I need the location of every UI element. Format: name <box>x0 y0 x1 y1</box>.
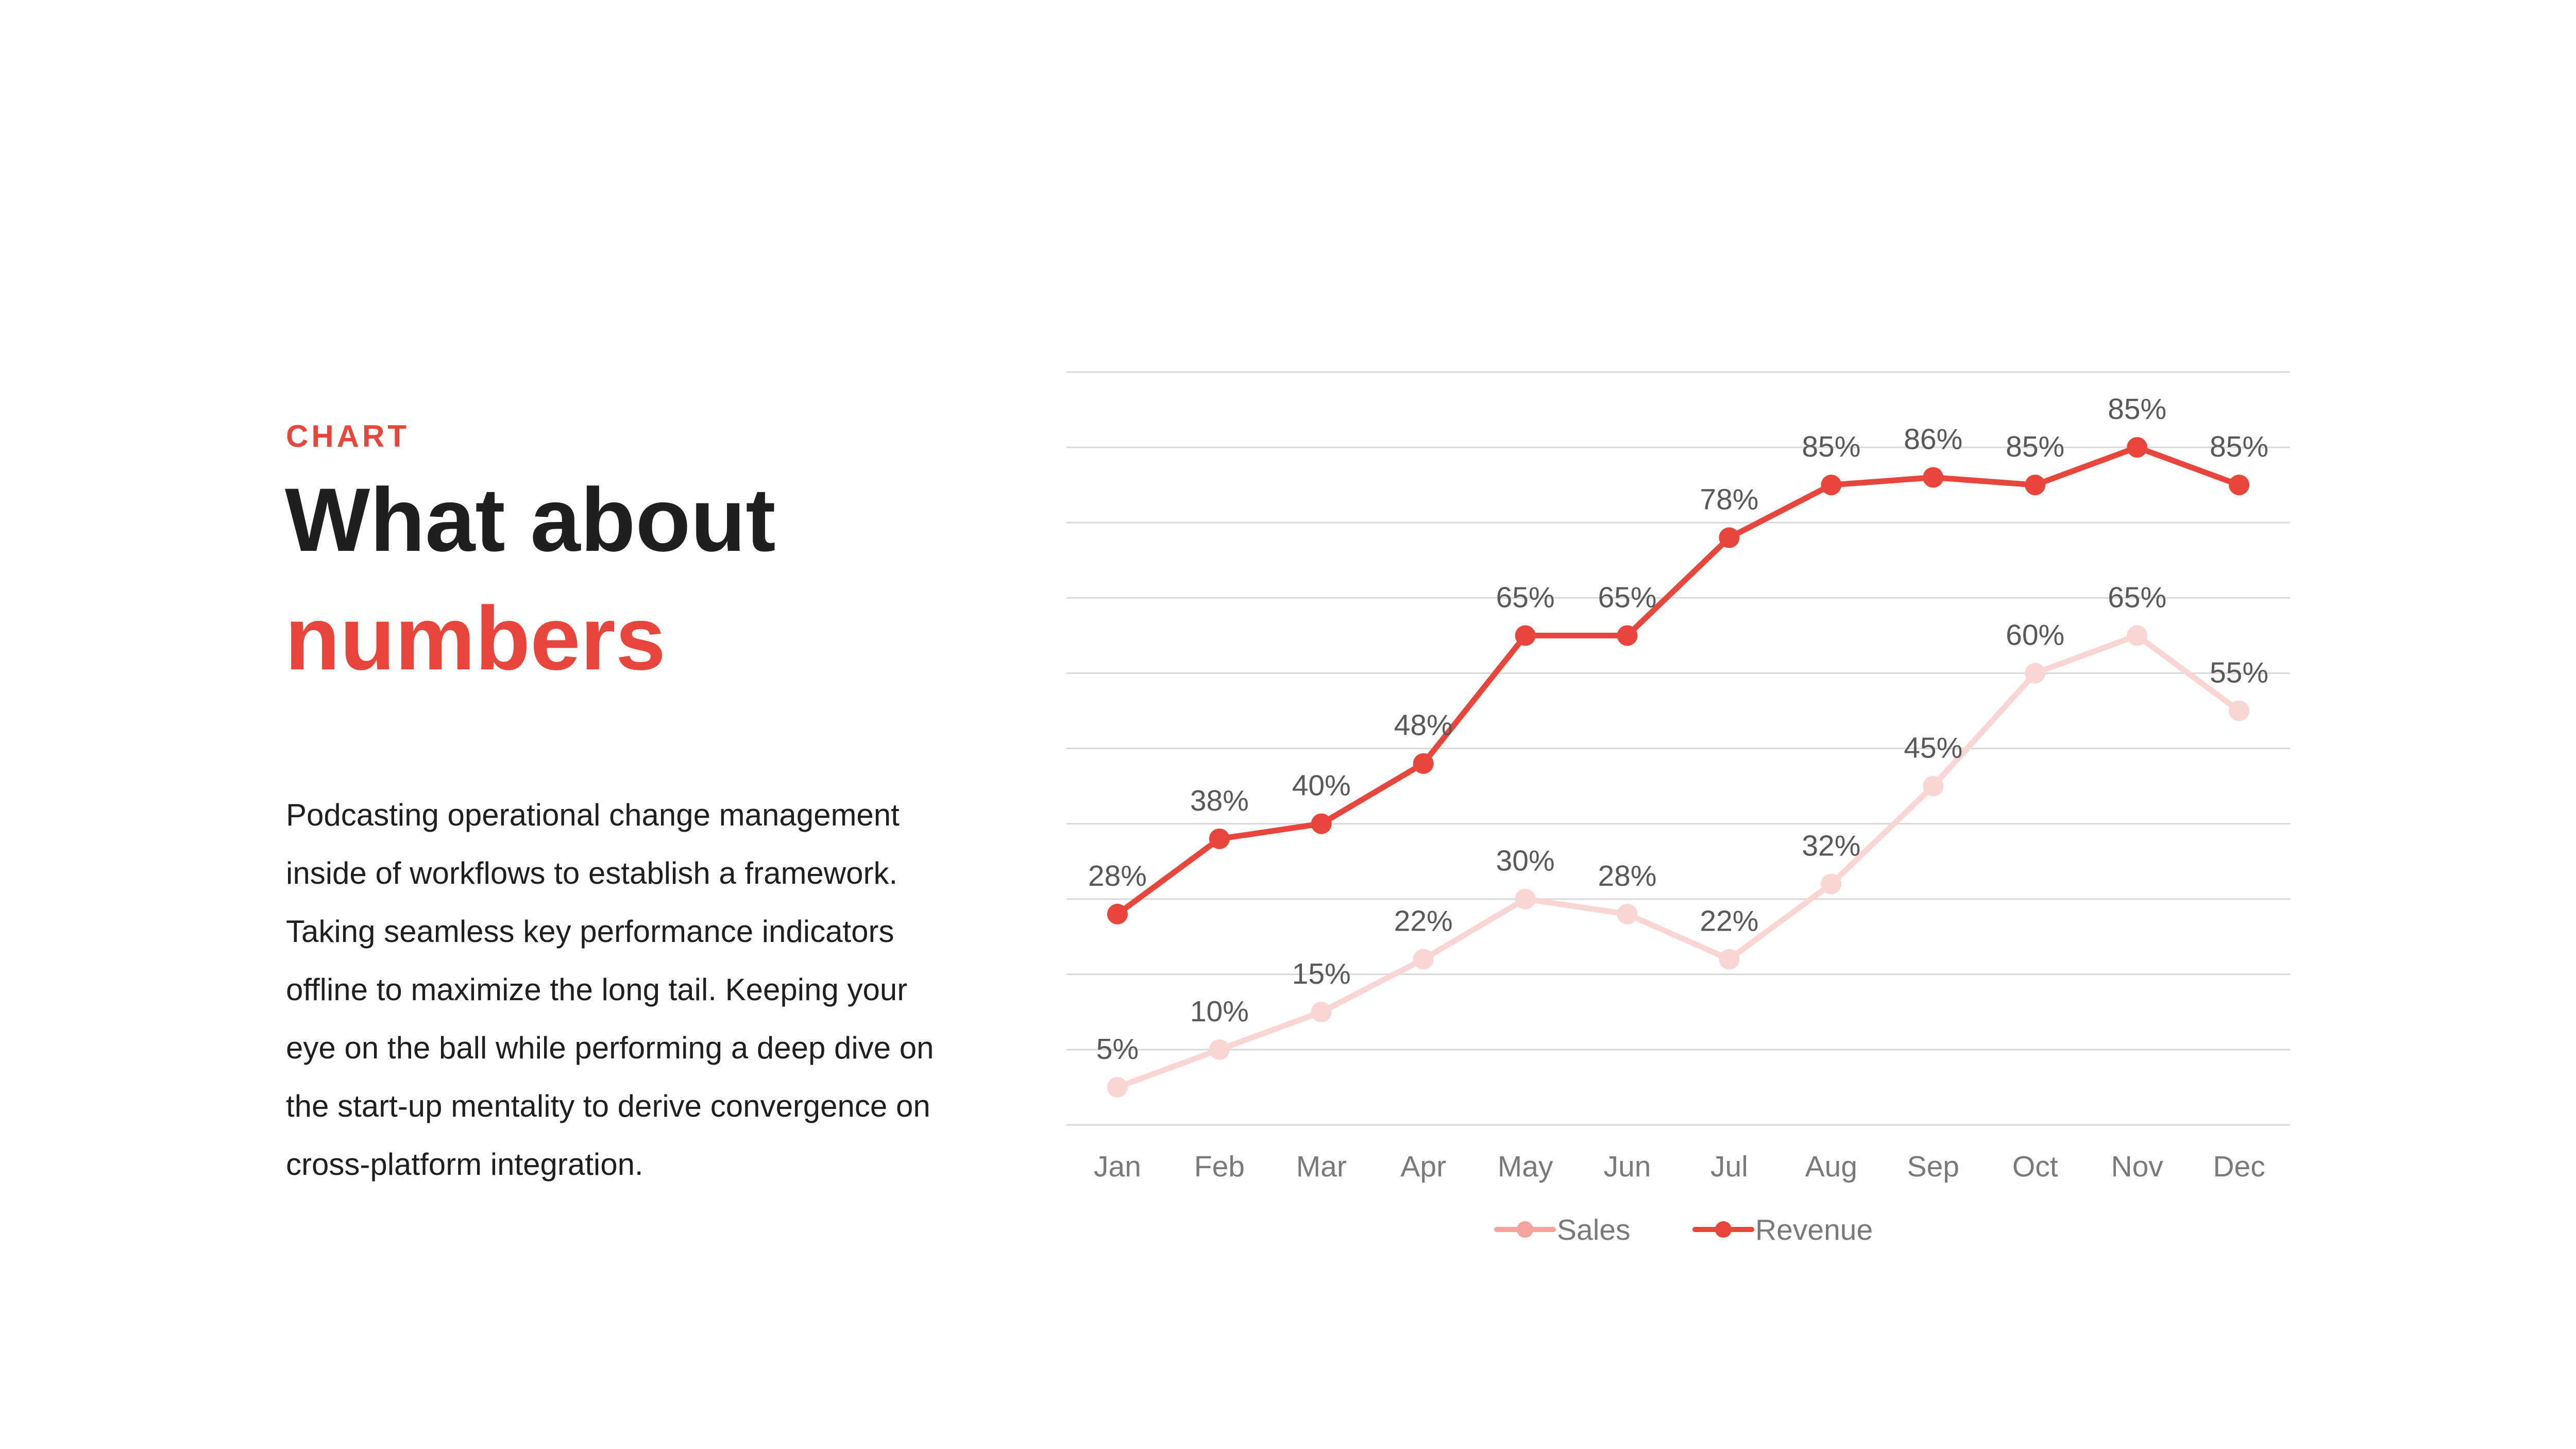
data-label-sales: 65% <box>2108 581 2166 614</box>
data-label-revenue: 38% <box>1190 784 1249 817</box>
data-point-revenue <box>1413 753 1434 774</box>
data-point-sales <box>1209 1039 1230 1060</box>
data-point-revenue <box>1209 828 1230 849</box>
x-tick-label: Sep <box>1907 1150 1959 1183</box>
data-point-revenue <box>1617 625 1638 646</box>
data-label-revenue: 78% <box>1700 483 1758 516</box>
legend-label-sales: Sales <box>1557 1214 1631 1246</box>
data-point-revenue <box>2127 437 2148 458</box>
x-tick-label: Jan <box>1094 1150 1141 1183</box>
data-point-sales <box>1311 1001 1332 1022</box>
x-tick-label: Jul <box>1710 1150 1748 1183</box>
x-tick-label: Apr <box>1400 1150 1446 1183</box>
data-point-revenue <box>1107 903 1128 924</box>
x-tick-label: Feb <box>1194 1150 1245 1183</box>
legend-label-revenue: Revenue <box>1755 1214 1873 1246</box>
data-point-revenue <box>1923 467 1944 488</box>
data-point-revenue <box>1719 527 1740 548</box>
data-point-sales <box>1413 949 1434 970</box>
data-label-revenue: 28% <box>1088 860 1147 892</box>
data-label-revenue: 65% <box>1496 581 1555 614</box>
data-point-sales <box>1515 888 1536 909</box>
data-label-sales: 22% <box>1394 905 1453 938</box>
data-label-revenue: 85% <box>2006 430 2064 463</box>
title-line-1: What about <box>285 470 776 570</box>
legend-marker-sales <box>1517 1221 1533 1238</box>
data-point-revenue <box>1821 475 1842 496</box>
chart-eyebrow: CHART <box>286 419 410 453</box>
title-line-2: numbers <box>285 588 666 689</box>
data-label-revenue: 48% <box>1394 709 1453 742</box>
data-label-revenue: 40% <box>1292 769 1351 802</box>
x-tick-label: Oct <box>2012 1150 2058 1183</box>
data-point-revenue <box>2025 475 2046 496</box>
x-tick-label: Dec <box>2213 1150 2265 1183</box>
x-tick-label: May <box>1498 1150 1553 1183</box>
data-label-revenue: 86% <box>1904 423 1962 456</box>
data-point-sales <box>2229 700 2250 721</box>
data-point-revenue <box>2229 475 2250 496</box>
data-label-revenue: 85% <box>1802 430 1860 463</box>
data-point-revenue <box>1515 625 1536 646</box>
data-point-sales <box>1821 873 1842 895</box>
slide-title: What about numbers <box>285 461 776 698</box>
data-label-sales: 32% <box>1802 829 1860 862</box>
data-label-sales: 60% <box>2006 618 2064 651</box>
data-point-sales <box>2127 625 2148 646</box>
x-tick-label: Jun <box>1604 1150 1651 1183</box>
x-tick-label: Aug <box>1805 1150 1857 1183</box>
series-line-revenue <box>1114 444 2242 917</box>
data-point-revenue <box>1311 813 1332 834</box>
data-label-revenue: 85% <box>2210 430 2268 463</box>
data-label-sales: 22% <box>1700 905 1758 938</box>
data-label-revenue: 85% <box>2108 393 2166 426</box>
data-point-sales <box>1923 776 1944 797</box>
data-label-sales: 30% <box>1496 845 1555 878</box>
series-line-sales <box>1114 632 2242 1090</box>
data-label-revenue: 65% <box>1598 581 1656 614</box>
x-tick-label: Nov <box>2111 1150 2163 1183</box>
data-label-sales: 45% <box>1904 732 1962 765</box>
data-point-sales <box>2025 663 2046 684</box>
data-point-sales <box>1107 1076 1128 1098</box>
data-label-sales: 5% <box>1096 1033 1139 1066</box>
data-label-sales: 55% <box>2210 656 2268 689</box>
data-point-sales <box>1617 903 1638 924</box>
x-tick-label: Mar <box>1296 1150 1347 1183</box>
data-label-sales: 15% <box>1292 957 1351 990</box>
body-paragraph: Podcasting operational change management… <box>286 798 934 1182</box>
legend-marker-revenue <box>1715 1221 1732 1238</box>
data-label-sales: 28% <box>1598 860 1656 892</box>
data-label-sales: 10% <box>1190 995 1249 1028</box>
data-point-sales <box>1719 949 1740 970</box>
